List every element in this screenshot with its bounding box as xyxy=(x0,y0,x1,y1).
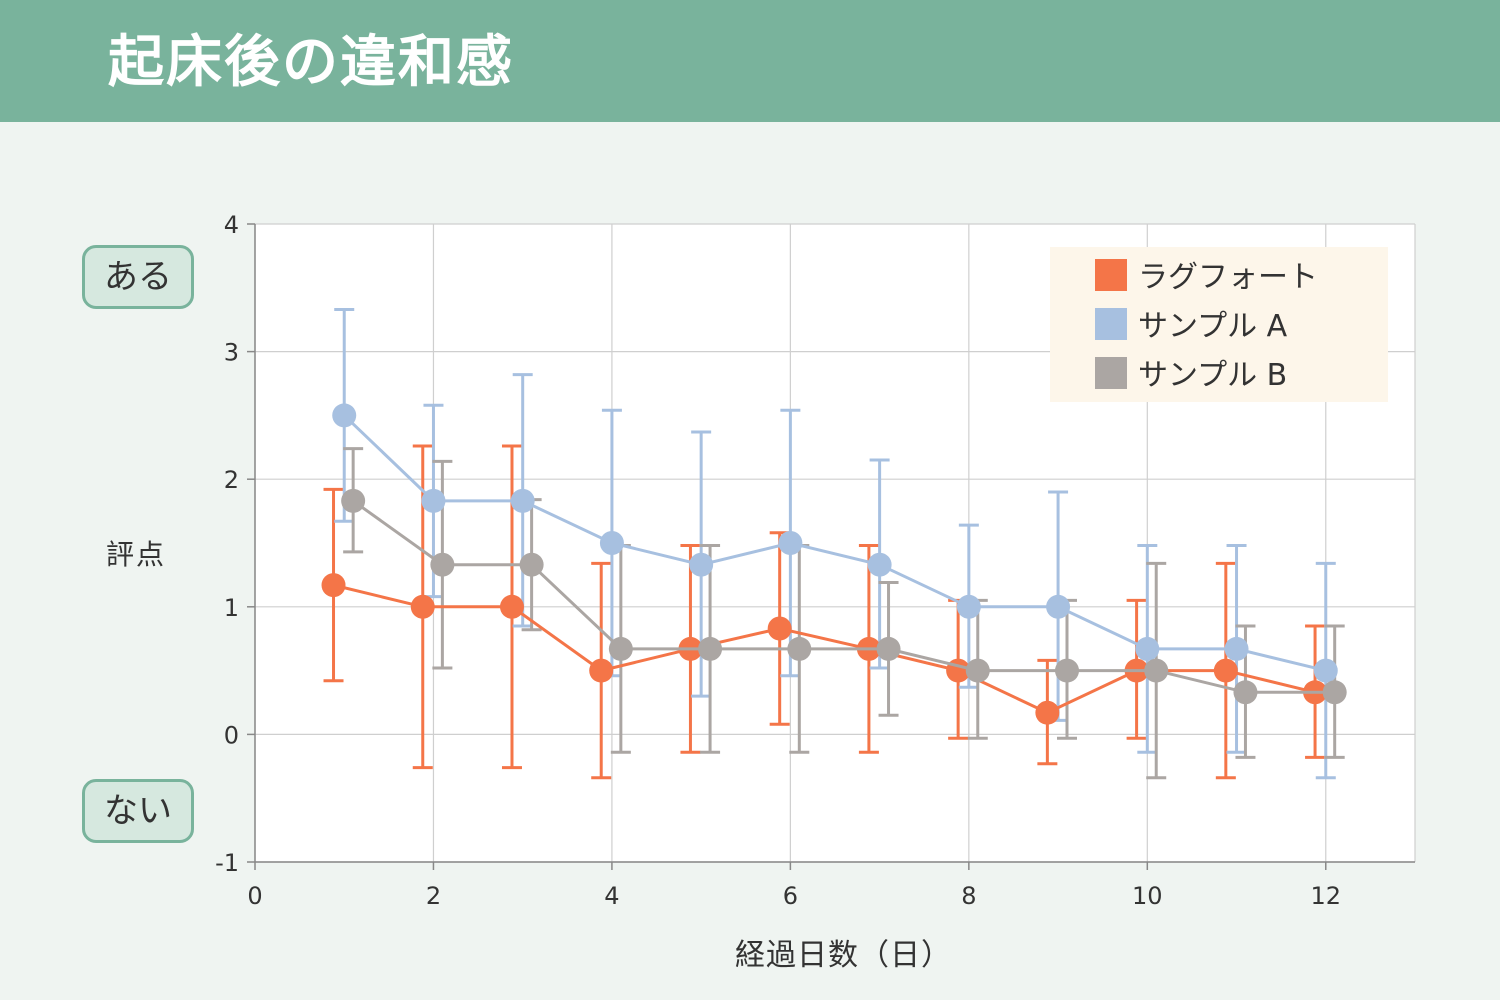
series-3-point xyxy=(519,552,544,577)
series-2-point xyxy=(1224,636,1249,661)
y-tick-label: 0 xyxy=(224,721,239,749)
series-3-line xyxy=(352,499,1335,694)
series-3-point xyxy=(341,488,366,513)
x-tick-label: 12 xyxy=(1310,882,1341,910)
x-tick-label: 2 xyxy=(426,882,441,910)
x-tick-label: 10 xyxy=(1132,882,1163,910)
x-tick-label: 0 xyxy=(247,882,262,910)
y-tick-label: 4 xyxy=(224,211,239,239)
x-axis-label: 経過日数（日） xyxy=(735,938,952,973)
series-3-point xyxy=(430,552,455,577)
x-tick-label: 8 xyxy=(961,882,976,910)
series-1-point xyxy=(499,594,524,619)
series-2-point xyxy=(1313,658,1338,683)
series-2-point xyxy=(867,552,892,577)
series-3-point xyxy=(965,658,990,683)
series-2-point xyxy=(956,594,981,619)
series-3-point xyxy=(876,636,901,661)
series-2-line xyxy=(343,414,1327,673)
series-2-point xyxy=(778,531,803,555)
y-tick-label: 3 xyxy=(224,339,239,367)
x-tick-label: 4 xyxy=(604,882,619,910)
series-1-point xyxy=(1213,658,1238,683)
series-2-point xyxy=(689,552,714,577)
header-bar: 起床後の違和感 xyxy=(0,0,1500,122)
legend-label: ラグフォート xyxy=(1138,260,1318,295)
series-3-point xyxy=(1322,680,1347,705)
x-tick-label: 6 xyxy=(783,882,798,910)
series-2-point xyxy=(332,403,357,428)
y-tick-label: 1 xyxy=(224,594,239,622)
page-title: 起床後の違和感 xyxy=(108,30,514,95)
series-1-point xyxy=(410,594,435,619)
series-1-point xyxy=(1035,700,1060,725)
series-1-point xyxy=(589,658,614,683)
legend-swatch xyxy=(1095,259,1127,291)
series-2-point xyxy=(510,488,535,513)
series-2-point xyxy=(1135,636,1160,661)
series-1-point xyxy=(767,616,792,641)
series-3-point xyxy=(1055,658,1079,683)
y-tick-label: 2 xyxy=(224,466,239,494)
badge-high: ある xyxy=(82,245,194,309)
series-3-point xyxy=(608,636,633,661)
series-2-point xyxy=(599,531,624,555)
series-3-point xyxy=(698,636,723,661)
series-2-point xyxy=(421,488,446,513)
series-3-point xyxy=(787,636,812,661)
badge-low: ない xyxy=(82,779,194,843)
legend-label: サンプル B xyxy=(1138,358,1287,393)
series-3-point xyxy=(1144,658,1169,683)
series-1-point xyxy=(321,573,346,598)
series-2-point xyxy=(1046,594,1071,619)
series-3-point xyxy=(1233,680,1258,705)
legend-label: サンプル A xyxy=(1138,309,1288,344)
y-axis-label: 評点 xyxy=(106,538,167,571)
y-tick-label: -1 xyxy=(215,849,239,877)
legend-swatch xyxy=(1095,357,1127,389)
legend-swatch xyxy=(1095,308,1127,340)
